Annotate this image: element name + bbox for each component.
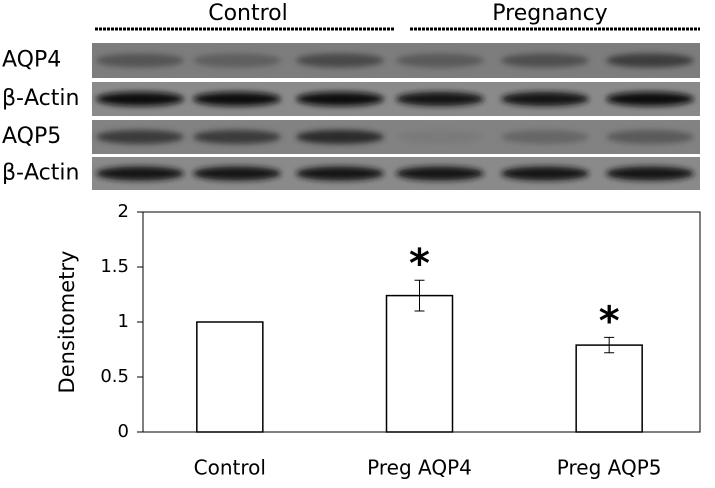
band: [296, 166, 384, 181]
lane-label: β-Actin: [2, 86, 79, 111]
band: [193, 166, 281, 181]
band: [501, 166, 589, 181]
band: [296, 130, 384, 144]
band: [193, 92, 281, 106]
annotation: *: [409, 241, 430, 287]
group-label: Pregnancy: [492, 1, 607, 26]
band: [501, 53, 589, 68]
band: [96, 92, 184, 106]
y-tick-label: 1: [118, 311, 129, 332]
band: [296, 92, 384, 106]
band: [501, 130, 589, 144]
group-label: Control: [208, 1, 288, 26]
band: [606, 53, 694, 68]
y-tick-label: 1.5: [100, 256, 129, 277]
y-tick-label: 0.5: [100, 366, 129, 387]
band: [396, 92, 484, 106]
error-bar: [604, 336, 615, 354]
x-tick-label: Preg AQP4: [367, 456, 472, 480]
band: [396, 53, 484, 68]
band: [96, 130, 184, 144]
error-bar: [414, 279, 425, 312]
y-tick-label: 2: [118, 201, 129, 222]
band: [396, 166, 484, 181]
y-axis-label: Densitometry: [55, 251, 79, 394]
lane-label: AQP5: [2, 124, 61, 149]
band: [96, 166, 184, 181]
x-tick-label: Preg AQP5: [557, 456, 662, 480]
lane-label: AQP4: [2, 48, 61, 73]
band: [501, 92, 589, 106]
band: [606, 166, 694, 181]
annotation: *: [599, 298, 620, 344]
band: [296, 53, 384, 68]
y-tick-label: 0: [118, 421, 129, 442]
band: [606, 130, 694, 144]
bar: [196, 321, 264, 433]
lane-label: β-Actin: [2, 161, 79, 186]
band: [96, 53, 184, 68]
band: [396, 130, 484, 144]
band: [193, 130, 281, 144]
band: [193, 53, 281, 68]
blot: Control Pregnancy AQP4 β-Actin AQP5 β-Actin: [2, 1, 700, 190]
bar: [385, 294, 454, 433]
bar: [575, 344, 643, 433]
band: [606, 92, 694, 106]
x-tick-label: Control: [194, 456, 266, 480]
